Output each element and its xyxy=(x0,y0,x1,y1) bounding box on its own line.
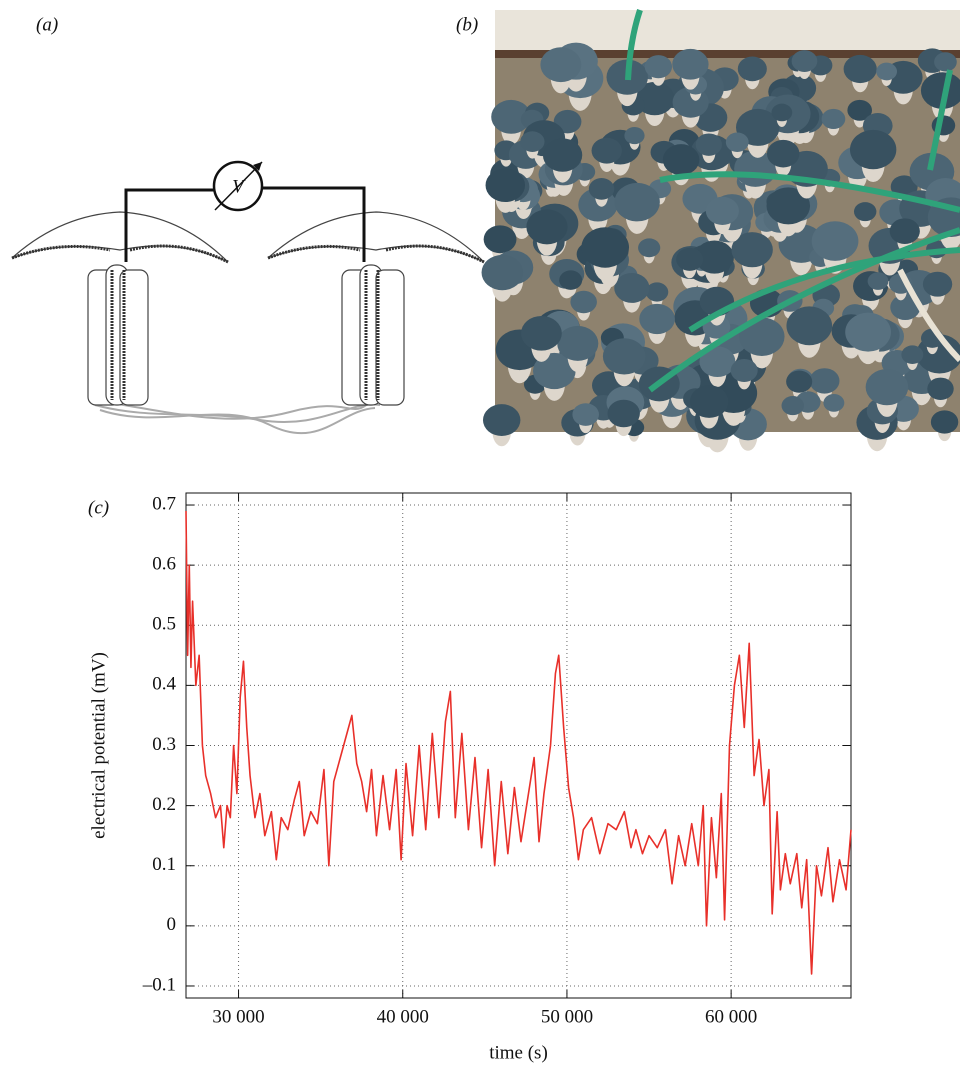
y-axis-label: electrical potential (mV) xyxy=(88,652,109,839)
photo-cap xyxy=(853,202,877,222)
photo-cap xyxy=(572,403,599,426)
photo-cap xyxy=(533,352,576,390)
photo-cap xyxy=(557,325,599,361)
photo-cap xyxy=(737,56,767,82)
photo-cap xyxy=(638,238,661,258)
plot-frame xyxy=(185,492,852,999)
x-tick-label: 30 000 xyxy=(212,1006,264,1027)
photo-cap xyxy=(588,178,615,200)
photo-cap xyxy=(730,358,758,382)
photo-cap xyxy=(781,396,805,416)
photo-cap xyxy=(849,129,897,170)
photo-cap xyxy=(521,315,562,351)
photo-cap xyxy=(689,385,729,418)
x-tick-label: 40 000 xyxy=(377,1006,429,1027)
photo-cap xyxy=(791,50,818,72)
photo-cap xyxy=(520,131,545,152)
photo-cap xyxy=(725,132,749,152)
photo-cap xyxy=(867,272,889,290)
photo-cap xyxy=(614,182,660,222)
photo-cap xyxy=(559,270,583,290)
photo-cap xyxy=(676,247,704,271)
photo-cap xyxy=(735,108,780,146)
photo-cap xyxy=(614,272,650,303)
y-tick-label: 0.5 xyxy=(152,614,176,635)
voltmeter-label: V xyxy=(232,176,246,197)
photo-cap xyxy=(624,127,645,145)
panel-label: (b) xyxy=(456,14,478,35)
y-tick-label: 0.2 xyxy=(152,794,176,815)
y-tick-label: 0.4 xyxy=(152,674,176,695)
photo-wire xyxy=(659,171,960,213)
photo-cap xyxy=(739,317,785,356)
photo-wire xyxy=(688,247,960,333)
photo-cap xyxy=(890,294,921,321)
photo-cap xyxy=(635,81,675,116)
panel-label: (a) xyxy=(36,14,58,35)
x-tick-label: 50 000 xyxy=(541,1006,593,1027)
photo-cap xyxy=(845,312,891,352)
photo-cap xyxy=(581,227,630,268)
photo-cap xyxy=(843,54,877,84)
photo-cap xyxy=(540,47,582,83)
photo-cap xyxy=(809,368,840,394)
y-tick-label: 0.1 xyxy=(152,854,176,875)
diagram: V xyxy=(11,160,485,435)
photo-cap xyxy=(731,232,773,268)
photo-cap xyxy=(485,168,526,202)
photo-cap xyxy=(922,271,953,297)
photo-cap xyxy=(695,240,734,274)
photo-cap xyxy=(934,52,957,72)
photo-cap xyxy=(644,55,673,79)
photo-wire xyxy=(625,9,643,81)
photo-cap xyxy=(481,254,524,291)
x-tick-label: 60 000 xyxy=(705,1006,757,1027)
y-tick-label: –0.1 xyxy=(142,974,176,995)
photo-wire xyxy=(897,268,960,363)
photo-cap xyxy=(786,370,813,393)
panel-label: (c) xyxy=(88,497,109,518)
y-tick-label: 0.6 xyxy=(152,554,176,575)
photo-cap xyxy=(889,218,920,245)
photo-cap xyxy=(699,346,736,378)
photo-cap xyxy=(607,399,640,428)
photo-cap xyxy=(901,345,924,364)
photo-cap xyxy=(823,393,845,412)
photo-cap xyxy=(526,209,568,245)
photo-cap xyxy=(811,221,859,261)
photo-cap xyxy=(865,369,909,406)
photo-cap xyxy=(766,187,811,225)
data-line xyxy=(185,511,852,975)
photo-cap xyxy=(639,303,675,335)
photo-cap xyxy=(927,377,954,401)
y-tick-label: 0.7 xyxy=(152,493,176,514)
photo-cap xyxy=(672,48,709,80)
photo-cap xyxy=(662,144,700,176)
photo-cap xyxy=(491,99,532,134)
photo-cap xyxy=(542,138,583,172)
photo-cap xyxy=(705,196,739,225)
photo-cap xyxy=(821,108,846,130)
photo-cap xyxy=(786,306,833,346)
photo-cap xyxy=(876,62,898,81)
photo-cap xyxy=(483,225,517,254)
photo-cap xyxy=(771,103,793,122)
photo-cap xyxy=(847,99,873,121)
photo-cap xyxy=(930,410,959,434)
photo-cap xyxy=(482,404,521,436)
photo xyxy=(481,9,960,453)
x-axis-label: time (s) xyxy=(489,1042,548,1063)
photo-cap xyxy=(602,338,646,375)
photo-wire xyxy=(927,69,953,171)
y-tick-label: 0.3 xyxy=(152,734,176,755)
y-tick-label: 0 xyxy=(167,914,177,935)
photo-wire xyxy=(648,227,960,393)
photo-cap xyxy=(591,137,622,164)
photo-cap xyxy=(695,133,723,156)
photo-cap xyxy=(766,139,800,168)
photo-cap xyxy=(645,282,669,302)
photo-cap xyxy=(570,290,597,314)
